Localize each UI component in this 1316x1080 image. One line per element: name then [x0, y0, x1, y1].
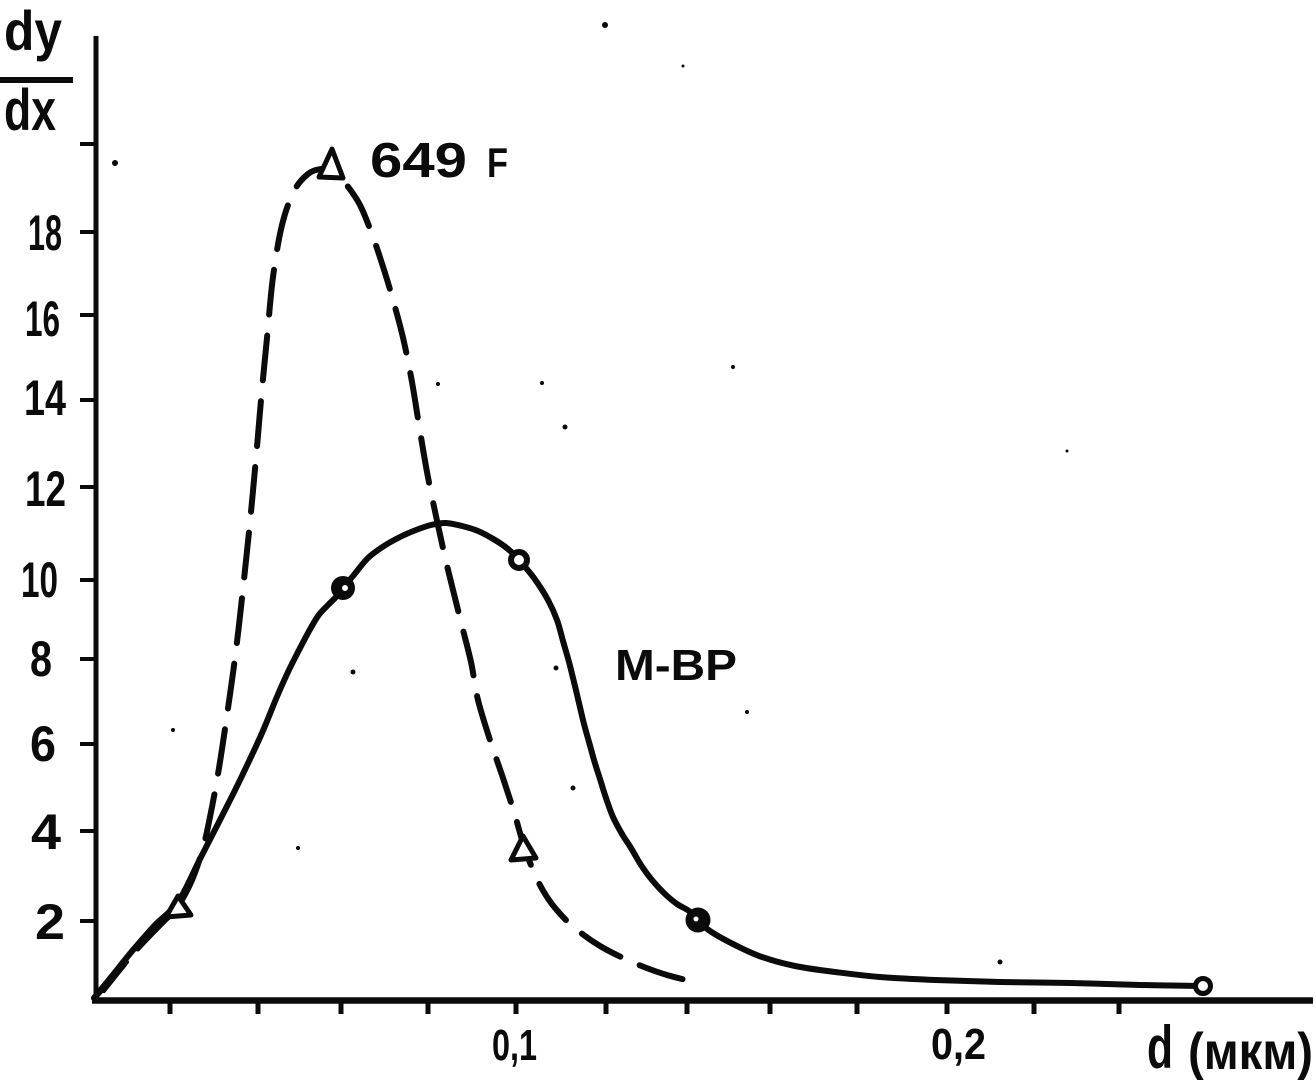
svg-text:4: 4 — [31, 804, 61, 860]
svg-text:d: d — [1147, 1014, 1173, 1080]
svg-text:649: 649 — [370, 134, 467, 188]
svg-text:dy: dy — [4, 0, 62, 62]
svg-text:8: 8 — [30, 631, 52, 687]
svg-text:10: 10 — [21, 552, 58, 608]
svg-text:14: 14 — [24, 370, 66, 426]
svg-text:dx: dx — [4, 78, 56, 143]
svg-text:М-ВР: М-ВР — [615, 641, 737, 690]
svg-text:0,2: 0,2 — [931, 1020, 986, 1069]
svg-text:0,1: 0,1 — [492, 1021, 537, 1070]
svg-text:18: 18 — [28, 205, 62, 261]
svg-text:6: 6 — [30, 716, 56, 772]
svg-text:(мкм): (мкм) — [1188, 1023, 1313, 1080]
svg-text:2: 2 — [35, 894, 65, 950]
svg-text:12: 12 — [25, 461, 66, 517]
svg-text:16: 16 — [25, 291, 60, 347]
svg-text:F: F — [487, 139, 508, 186]
